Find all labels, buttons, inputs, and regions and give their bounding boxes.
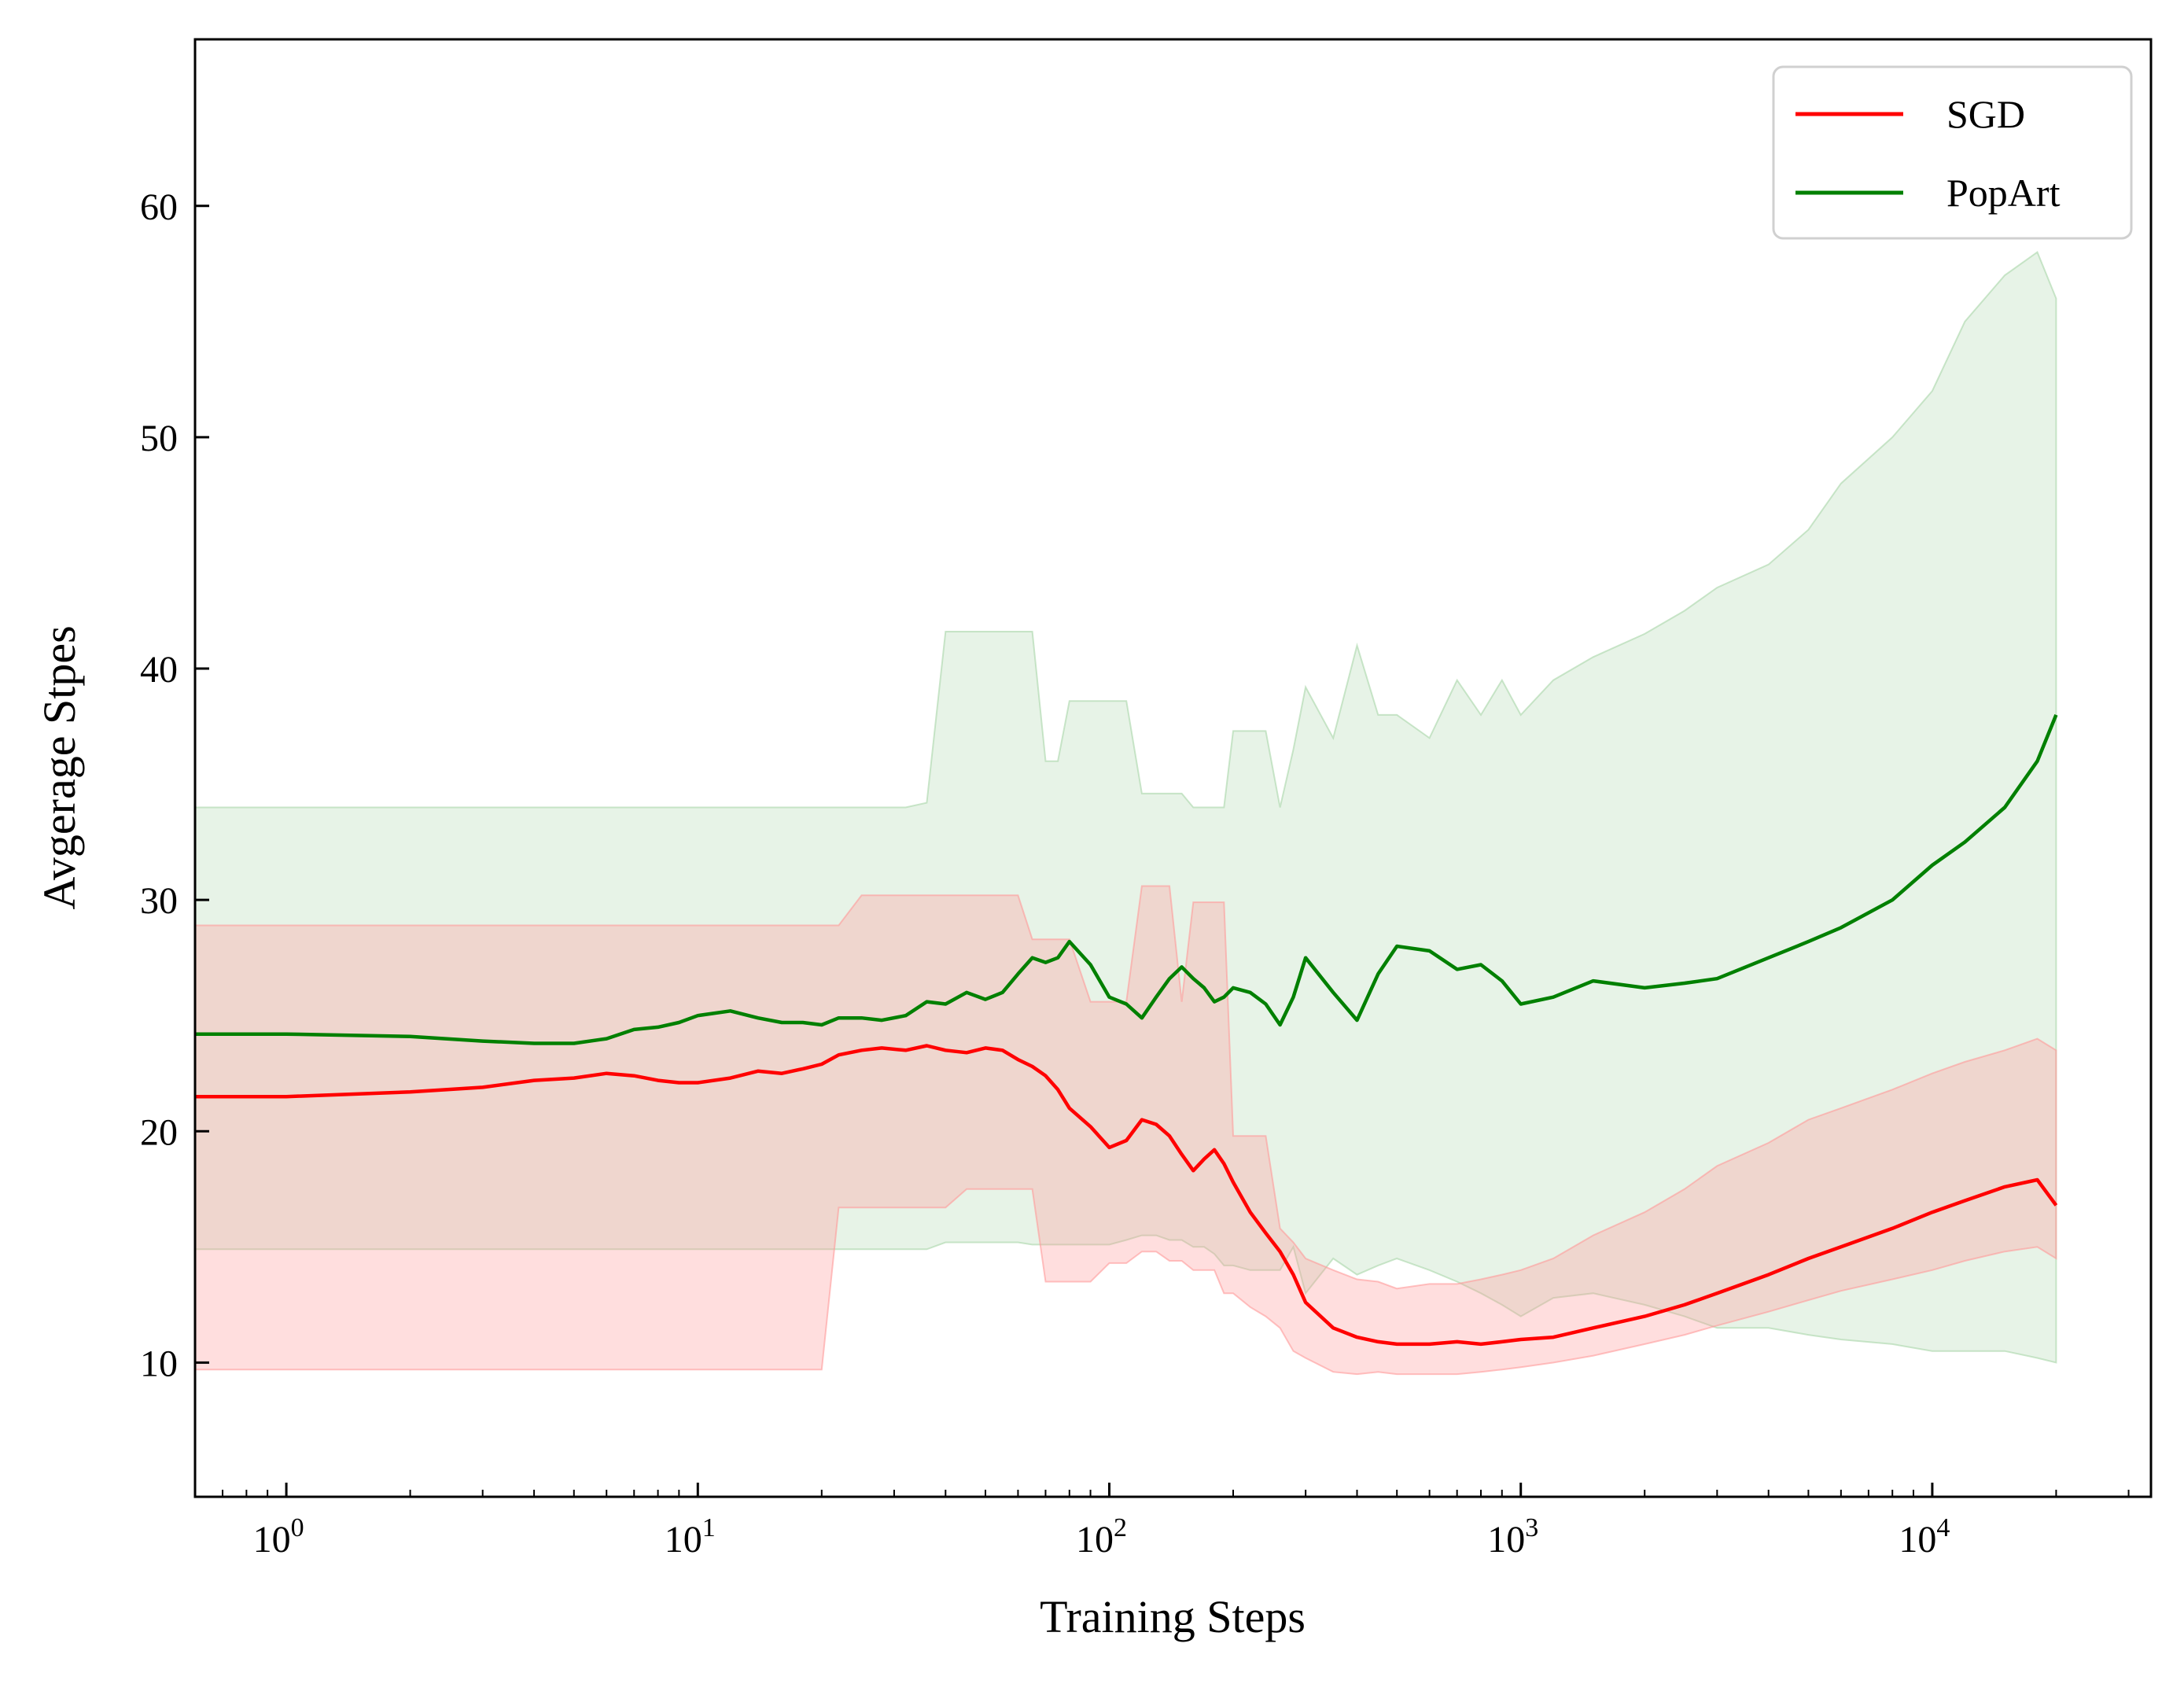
y-tick-label: 10 xyxy=(140,1343,178,1384)
legend-label-popart: PopArt xyxy=(1946,171,2061,215)
y-axis-ticks: 10 20 30 40 50 60 xyxy=(140,186,209,1384)
confidence-bands xyxy=(194,251,2057,1376)
y-tick-label: 50 xyxy=(140,418,178,459)
legend-box xyxy=(1772,65,2133,240)
y-tick-label: 30 xyxy=(140,880,178,922)
plot-frame xyxy=(193,38,2153,1498)
y-tick-label: 40 xyxy=(140,649,178,691)
legend-label-sgd: SGD xyxy=(1946,92,2025,136)
x-tick-label: 102 xyxy=(1076,1513,1127,1561)
band-sgd xyxy=(194,885,2057,1376)
band-popart xyxy=(194,251,2057,1364)
x-axis-label: Training Steps xyxy=(1040,1591,1306,1642)
y-tick-label: 20 xyxy=(140,1111,178,1153)
series-line-sgd xyxy=(195,1044,2058,1347)
x-tick-label: 100 xyxy=(253,1513,304,1561)
series-lines xyxy=(195,714,2058,1347)
series-line-popart xyxy=(195,714,2058,1045)
y-tick-label: 60 xyxy=(140,186,178,228)
x-tick-label: 103 xyxy=(1487,1513,1538,1561)
x-axis-ticks: 100 101 102 103 104 xyxy=(194,1483,2130,1561)
y-axis-label: Avgerage Stpes xyxy=(34,625,85,909)
legend: SGD PopArt xyxy=(1772,65,2133,240)
x-tick-label: 104 xyxy=(1899,1513,1950,1561)
x-tick-label: 101 xyxy=(665,1513,716,1561)
